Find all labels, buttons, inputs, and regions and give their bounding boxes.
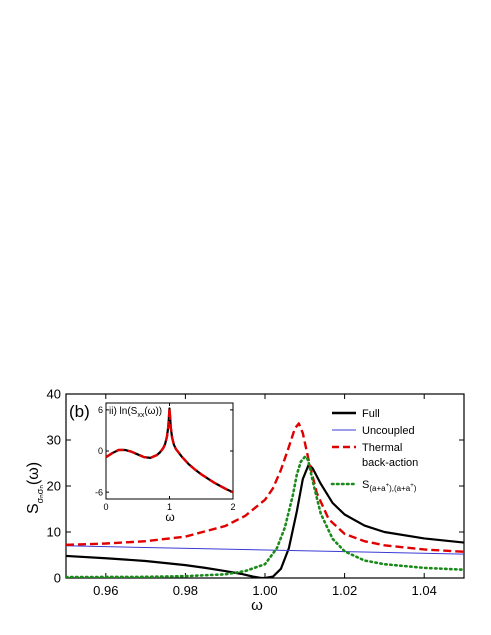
x-axis-label: ω	[251, 597, 263, 614]
legend: Full Uncoupled Thermal back-action S(a+a…	[330, 408, 418, 493]
legend-label-thermal-line2: back-action	[362, 457, 418, 469]
y-tick-label: 20	[47, 479, 61, 494]
series-line-1	[66, 545, 464, 555]
main-plot-series	[66, 422, 464, 578]
x-tick-label: 1.02	[332, 583, 357, 598]
x-tick-label: 2	[230, 502, 235, 512]
x-tick-label: 0.98	[173, 583, 198, 598]
y-tick-label: 40	[47, 387, 61, 402]
inset-title: ii) ln(Sxx(ω))	[109, 406, 162, 419]
x-tick-label: 1.00	[252, 583, 277, 598]
y-axis-label: Sσₙσₙ(ω)	[25, 462, 45, 514]
y-tick-label: 30	[47, 433, 61, 448]
y-tick-label: -6	[95, 487, 103, 497]
x-tick-label: 1.04	[412, 583, 437, 598]
x-tick-label: 0.96	[93, 583, 118, 598]
series-line-2	[66, 422, 464, 553]
x-tick-label: 1	[167, 502, 172, 512]
inset-title-sub: xx	[137, 412, 145, 419]
inset-title-suffix: (ω))	[144, 406, 162, 417]
y-axis-label-suffix: (ω)	[25, 462, 42, 485]
inset-x-axis-label: ω	[165, 510, 174, 524]
legend-label-thermal-line1: Thermal	[362, 442, 402, 454]
svg-text:Sσₙσₙ(ω): Sσₙσₙ(ω)	[25, 462, 45, 514]
series-line-0	[66, 463, 464, 578]
y-axis-label-main: S	[25, 503, 42, 514]
x-tick-label: 0	[103, 502, 108, 512]
legend-label-uncoupled: Uncoupled	[362, 425, 415, 437]
inset-title-main: ii) ln(S	[109, 406, 138, 417]
panel-label: (b)	[69, 402, 90, 421]
y-tick-label: 6	[98, 405, 103, 415]
legend-label-full: Full	[362, 408, 380, 420]
series-line-3	[66, 455, 464, 578]
y-tick-label: 0	[54, 571, 61, 586]
y-axis-label-sub: σₙσₙ	[35, 485, 45, 504]
y-tick-label: 0	[98, 446, 103, 456]
legend-label-s-aa: S(a+a+),(a+a+)	[362, 479, 417, 493]
inset-series	[106, 407, 233, 494]
y-tick-label: 10	[47, 525, 61, 540]
series-line-1	[106, 407, 233, 494]
